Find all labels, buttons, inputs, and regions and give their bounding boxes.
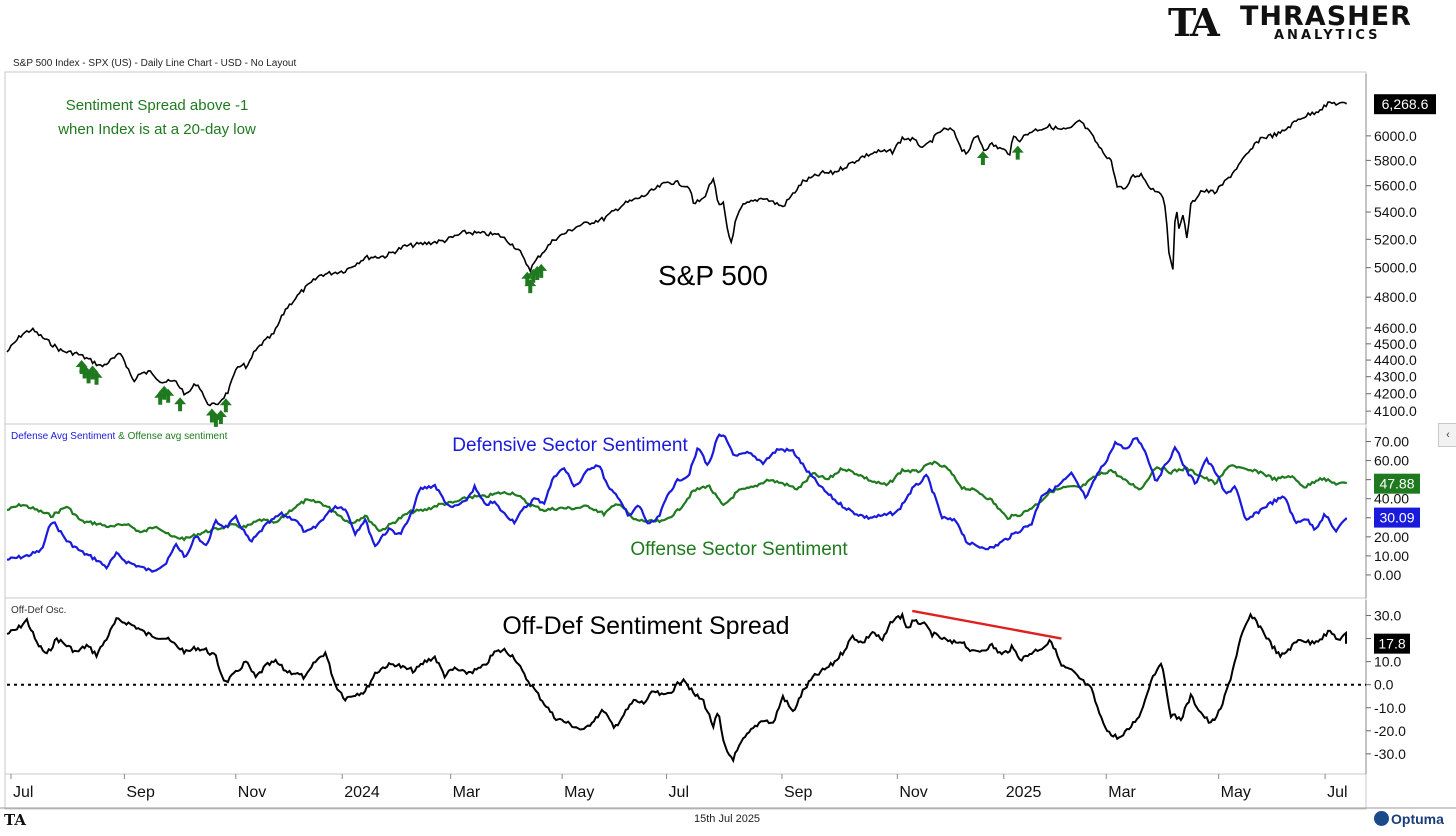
annotation-line-1: Sentiment Spread above -1 [66,97,249,114]
y-tick-label: 6000.0 [1374,128,1417,144]
offense-last-value: 47.88 [1379,476,1414,492]
y-tick-label: 4500.0 [1374,336,1417,352]
x-tick-label: Sep [126,784,155,801]
y-tick-label: 10.0 [1374,654,1401,670]
y-tick-label: 0.00 [1374,567,1401,583]
multi-panel-chart[interactable]: S&P 500 Sentiment Spread above -1 when I… [0,70,1456,810]
y-tick-label: 5400.0 [1374,204,1417,220]
spread-last-badge [1374,633,1410,654]
x-tick-label: Jul [1327,784,1347,801]
buy-signal-arrow [219,398,232,413]
buy-signal-arrow [205,408,218,423]
y-tick-label: 5000.0 [1374,260,1417,276]
y-tick-label: -20.0 [1374,723,1406,739]
buy-signal-arrow [78,364,91,379]
buy-signal-arrow [976,150,989,165]
buy-signal-arrow [535,263,548,278]
buy-signal-arrow [90,370,103,385]
optuma-logo: Optuma [1374,810,1454,832]
x-tick-label: 2024 [344,784,380,801]
optuma-brand: Optuma [1391,810,1444,827]
buy-signal-arrow [1011,145,1024,160]
x-tick-label: Sep [784,784,813,801]
chart-subtitle: S&P 500 Index - SPX (US) - Daily Line Ch… [13,58,297,69]
offense-sentiment-line [6,460,1348,542]
x-tick-label: Nov [899,784,927,801]
footer-date: 15th Jul 2025 [694,813,761,825]
y-tick-label: 4200.0 [1374,386,1417,402]
logo-mark: TA [1168,0,1220,45]
sp500-title: S&P 500 [658,260,768,291]
logo-brand-sub: ANALYTICS [1274,28,1381,43]
sp500-line [6,101,1347,407]
y-tick-label: -30.0 [1374,746,1406,762]
legend-defense: Defense Avg Sentiment [11,431,116,442]
x-tick-label: Mar [453,784,481,801]
y-tick-label: -10.0 [1374,700,1406,716]
legend-amp: & [115,431,127,442]
y-tick-label: 5600.0 [1374,178,1417,194]
buy-signal-arrow [86,365,99,380]
panel2-legend: Defense Avg Sentiment & Offense avg sent… [11,431,228,442]
x-tick-label: Nov [238,784,266,801]
defense-last-value: 30.09 [1379,510,1414,526]
price-last-value: 6,268.6 [1382,96,1429,112]
y-tick-label: 4800.0 [1374,289,1417,305]
x-tick-label: 2025 [1006,784,1042,801]
x-tick-label: May [1221,784,1251,801]
optuma-icon [1374,811,1389,827]
y-tick-label: 60.00 [1374,453,1409,469]
legend-offense: Offense avg sentiment [128,431,228,442]
offense-series-label: Offense Sector Sentiment [630,539,848,560]
spread-title: Off-Def Sentiment Spread [502,612,789,640]
defensive-sentiment-line [6,433,1348,573]
y-tick-label: 10.00 [1374,548,1409,564]
defense-last-badge [1374,507,1420,528]
annotation-line-2: when Index is at a 20-day low [57,121,256,138]
spread-last-value: 17.8 [1378,636,1405,652]
y-tick-label: 5200.0 [1374,231,1417,247]
spread-line [6,611,1347,764]
y-tick-label: 4400.0 [1374,352,1417,368]
logo-brand-name: THRASHER [1240,1,1412,32]
y-tick-label: 70.00 [1374,434,1409,450]
buy-signal-arrow [214,410,227,425]
x-tick-label: May [564,784,594,801]
defensive-series-label: Defensive Sector Sentiment [452,435,688,456]
footer-logo: TA [4,811,26,829]
divergence-trendline [912,609,1062,640]
buy-signal-arrow [75,359,88,374]
y-tick-label: 20.00 [1374,529,1409,545]
buy-signal-arrow [158,385,171,400]
x-tick-label: Jul [669,784,689,801]
y-tick-label: 4600.0 [1374,320,1417,336]
y-tick-label: 4100.0 [1374,403,1417,419]
y-tick-label: 4300.0 [1374,369,1417,385]
x-tick-label: Jul [13,784,33,801]
x-tick-label: Mar [1108,784,1136,801]
y-tick-label: 5800.0 [1374,152,1417,168]
buy-signal-arrow [162,388,175,403]
y-tick-label: 40.00 [1374,491,1409,507]
y-tick-label: 30.0 [1374,608,1401,624]
price-last-badge [1374,94,1436,115]
buy-signal-arrow [174,397,187,412]
y-tick-label: 0.0 [1374,677,1394,693]
panel3-legend: Off-Def Osc. [11,605,66,616]
collapse-panel-button[interactable]: ‹ [1438,423,1456,447]
offense-last-badge [1374,473,1420,494]
thrasher-analytics-logo: TA THRASHER ANALYTICS [1168,0,1411,45]
